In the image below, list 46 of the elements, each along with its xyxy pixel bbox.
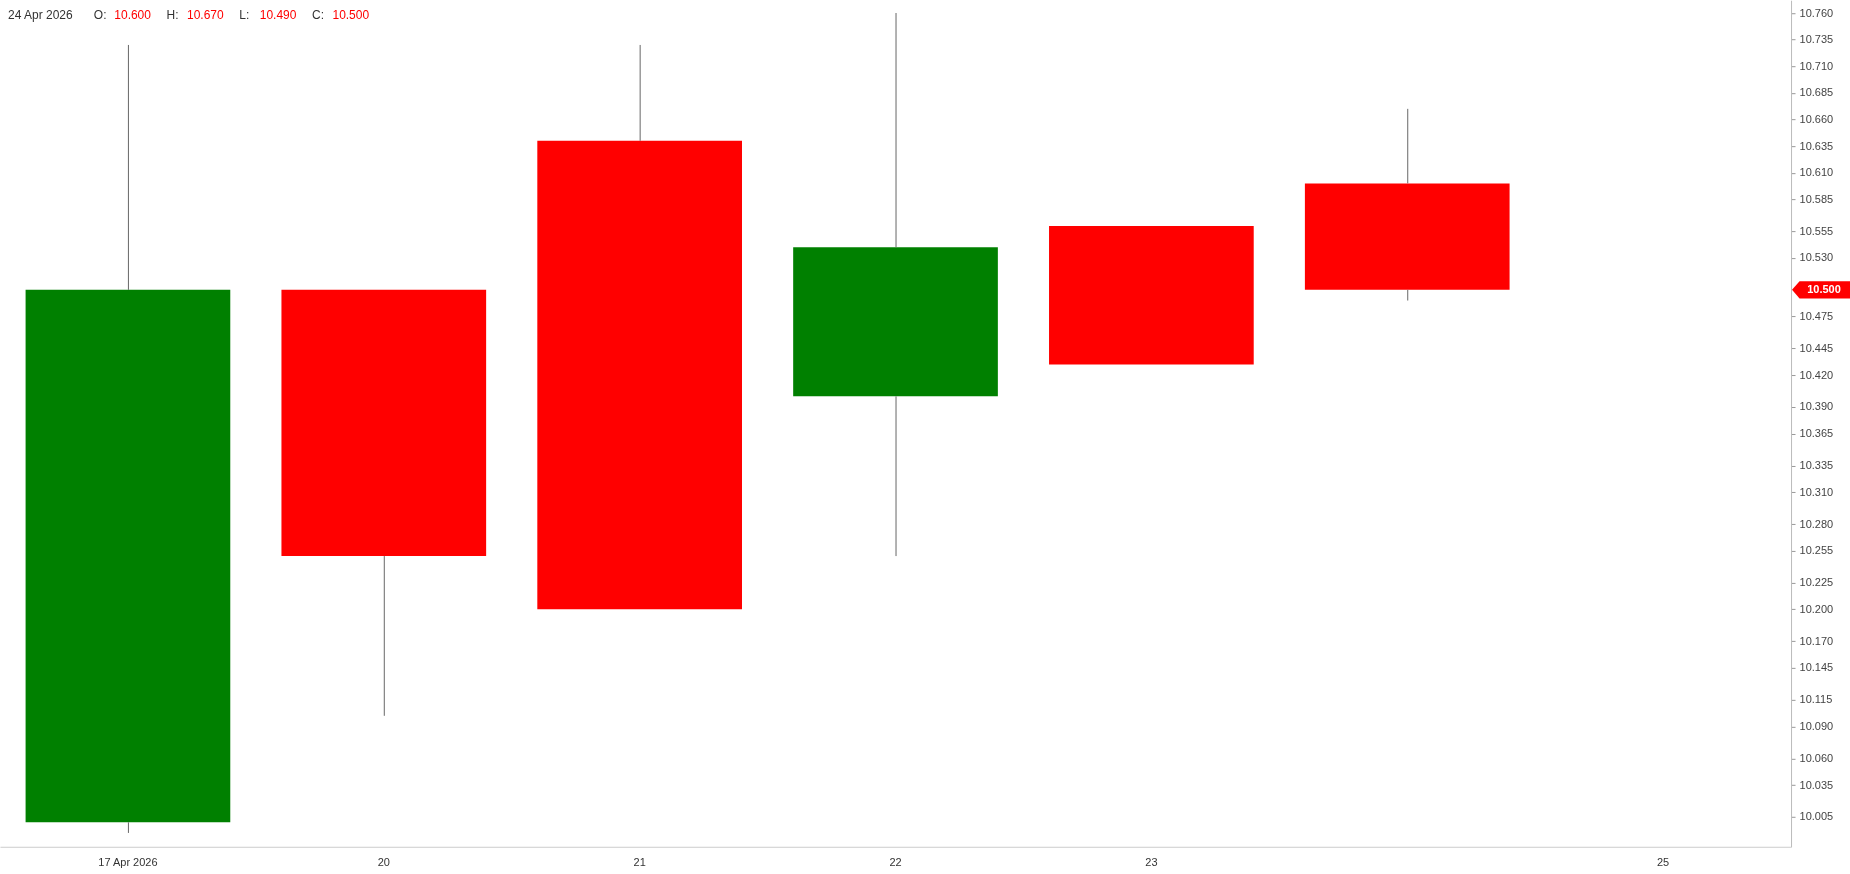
- candlestick: [1304, 108, 1510, 302]
- y-tick-label: 10.170: [1799, 634, 1834, 647]
- y-tick-label: 10.610: [1799, 166, 1834, 179]
- y-tick-label: 10.005: [1799, 810, 1834, 823]
- x-tick-label: 25: [1656, 856, 1670, 869]
- y-tick-label: 10.365: [1799, 427, 1834, 440]
- y-tick-label: 10.280: [1799, 517, 1834, 530]
- x-tick-label: 21: [633, 856, 646, 869]
- annotation: C: 10.500: [312, 8, 370, 23]
- annotation: 10.500: [1807, 282, 1841, 295]
- y-tick-label: 10.445: [1799, 341, 1834, 354]
- y-tick-label: 10.635: [1799, 139, 1834, 152]
- y-tick-label: 10.200: [1799, 602, 1834, 615]
- annotation: L: 10.490: [239, 8, 297, 23]
- x-tick-label: 20: [377, 856, 390, 869]
- candlestick: [1049, 225, 1254, 365]
- y-tick-label: 10.585: [1799, 192, 1834, 205]
- y-tick-label: 10.090: [1799, 719, 1834, 732]
- y-tick-label: 10.660: [1799, 112, 1834, 125]
- y-tick-label: 10.255: [1799, 544, 1834, 557]
- x-tick-label: 22: [889, 856, 902, 869]
- y-tick-label: 10.225: [1799, 576, 1834, 589]
- y-tick-label: 10.310: [1799, 485, 1834, 498]
- y-tick-label: 10.685: [1799, 86, 1834, 99]
- y-tick-label: 10.060: [1799, 751, 1834, 764]
- y-tick-label: 10.710: [1799, 59, 1834, 72]
- y-tick-label: 10.760: [1799, 6, 1834, 19]
- y-tick-label: 10.390: [1799, 400, 1834, 413]
- y-tick-label: 10.035: [1799, 778, 1834, 791]
- y-tick-label: 10.115: [1799, 693, 1833, 706]
- y-tick-label: 10.735: [1799, 33, 1834, 46]
- y-tick-label: 10.145: [1799, 661, 1834, 674]
- annotation: O: 10.600: [93, 8, 152, 23]
- x-tick-label: 23: [1145, 856, 1158, 869]
- candlestick: [281, 289, 487, 717]
- candlestick: [25, 44, 231, 834]
- annotation: H: 10.670: [166, 8, 225, 23]
- y-tick-label: 10.475: [1799, 309, 1834, 322]
- y-tick-label: 10.530: [1799, 251, 1834, 264]
- candlestick: [537, 44, 742, 610]
- y-tick-label: 10.335: [1799, 459, 1834, 472]
- x-tick-label: 17 Apr 2026: [98, 856, 158, 869]
- y-tick-label: 10.420: [1799, 368, 1834, 381]
- y-tick-label: 10.555: [1799, 224, 1834, 237]
- text: 24 Apr 2026: [8, 8, 73, 23]
- candlestick: [793, 12, 998, 557]
